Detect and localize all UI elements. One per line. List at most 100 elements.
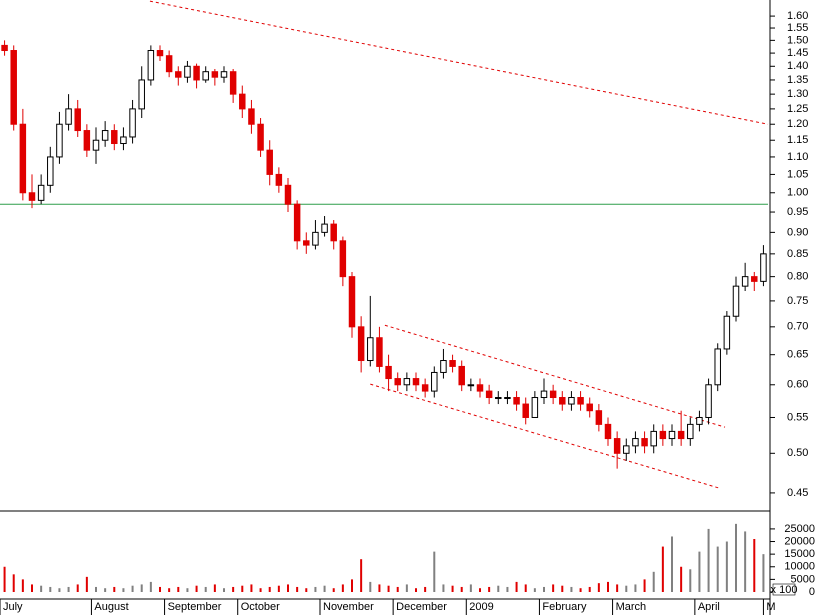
candle-body: [19, 123, 27, 194]
volume-bar: [40, 585, 43, 592]
candle-body: [613, 438, 621, 454]
candle-body: [37, 184, 45, 201]
y-tick-label: 1.05: [787, 168, 808, 180]
volume-bar: [396, 586, 399, 592]
volume-bar: [433, 551, 436, 592]
candle-body: [348, 276, 356, 328]
candle-body: [266, 149, 273, 175]
candle-body: [220, 71, 228, 78]
volume-bar: [67, 586, 70, 592]
volume-bar: [579, 588, 582, 592]
candle-body: [10, 50, 17, 125]
volume-bar: [31, 584, 33, 592]
candle-body: [339, 240, 347, 278]
y-tick-label: 0.45: [787, 487, 808, 499]
candle-body: [568, 397, 575, 405]
candle-body: [394, 378, 401, 386]
candle-body: [28, 192, 36, 201]
volume-bar: [753, 539, 756, 592]
volume-bar: [3, 566, 6, 592]
volume-bar: [716, 546, 719, 592]
x-tick-label: April: [698, 601, 720, 613]
volume-bar: [223, 588, 225, 592]
candle-body: [211, 71, 219, 78]
volume-bar: [159, 586, 161, 592]
volume-bar: [707, 528, 710, 592]
volume-bar: [607, 581, 609, 592]
x-tick-label: December: [396, 601, 447, 613]
volume-bar: [131, 585, 134, 592]
volume-bar: [479, 588, 481, 592]
candle-body: [275, 173, 283, 186]
volume-bar: [643, 579, 646, 592]
trend-line: [370, 383, 719, 489]
candle-body: [677, 430, 685, 440]
y-tick-label: 25000: [784, 523, 815, 535]
volume-bar: [149, 581, 152, 592]
volume-bar: [76, 584, 79, 592]
candle-body: [376, 337, 383, 367]
volume-bar: [488, 586, 491, 592]
candle-body: [367, 337, 374, 362]
candle-body: [696, 416, 703, 425]
volume-bar: [351, 579, 353, 592]
volume-bar: [680, 566, 683, 592]
candle-body: [193, 65, 200, 81]
y-tick-label: 0.60: [787, 379, 808, 391]
volume-bar: [58, 588, 61, 592]
candle-body: [239, 93, 246, 110]
volume-bar: [469, 584, 472, 592]
y-tick-label: 15000: [784, 548, 815, 560]
candle-body: [92, 139, 100, 151]
candle-body: [705, 384, 712, 418]
candle-body: [257, 123, 264, 151]
volume-bar: [85, 576, 88, 592]
volume-bar: [268, 586, 271, 592]
unit-box: [772, 583, 796, 596]
candle-body: [321, 223, 328, 233]
y-tick-label: 1.15: [787, 134, 808, 146]
y-tick-label: 10000: [784, 561, 815, 573]
volume-bar: [195, 585, 198, 592]
candle-body: [385, 365, 392, 380]
candle-body: [595, 410, 603, 425]
y-tick-label: 0.65: [787, 349, 808, 361]
candle-body: [495, 397, 502, 400]
candle-body: [531, 397, 539, 418]
candle-body: [650, 430, 657, 447]
volume-bar: [762, 554, 765, 592]
volume-bar: [460, 586, 463, 592]
candle-body: [577, 397, 584, 405]
candle-body: [449, 360, 456, 367]
volume-bar: [140, 584, 143, 592]
y-tick-label: 20000: [784, 535, 815, 547]
volume-bar: [232, 586, 235, 592]
y-tick-label: 1.50: [787, 34, 808, 46]
candle-body: [522, 403, 529, 418]
x-tick-label: 2009: [469, 601, 493, 613]
volume-bar: [524, 584, 527, 592]
candle-body: [559, 397, 566, 405]
volume-bar: [689, 569, 692, 592]
candle-body: [312, 231, 319, 246]
candle-body: [504, 397, 511, 400]
volume-bar: [259, 588, 262, 592]
volume-bar: [369, 581, 372, 592]
volume-bar: [122, 588, 125, 592]
volume-bar: [12, 574, 15, 592]
volume-bar: [168, 588, 171, 592]
volume-bar: [497, 585, 500, 592]
candle-body: [741, 276, 749, 287]
volume-bar: [735, 523, 737, 592]
candle-body: [303, 240, 310, 246]
candle-body: [632, 438, 639, 447]
volume-bar: [561, 585, 564, 592]
volume-bar: [104, 588, 107, 592]
y-tick-label: 1.25: [787, 103, 808, 115]
candle-body: [623, 445, 630, 454]
volume-bar: [21, 579, 24, 592]
candle-body: [129, 108, 136, 138]
candle-body: [357, 326, 365, 362]
candle-body: [202, 71, 209, 81]
candle-body: [723, 315, 731, 350]
